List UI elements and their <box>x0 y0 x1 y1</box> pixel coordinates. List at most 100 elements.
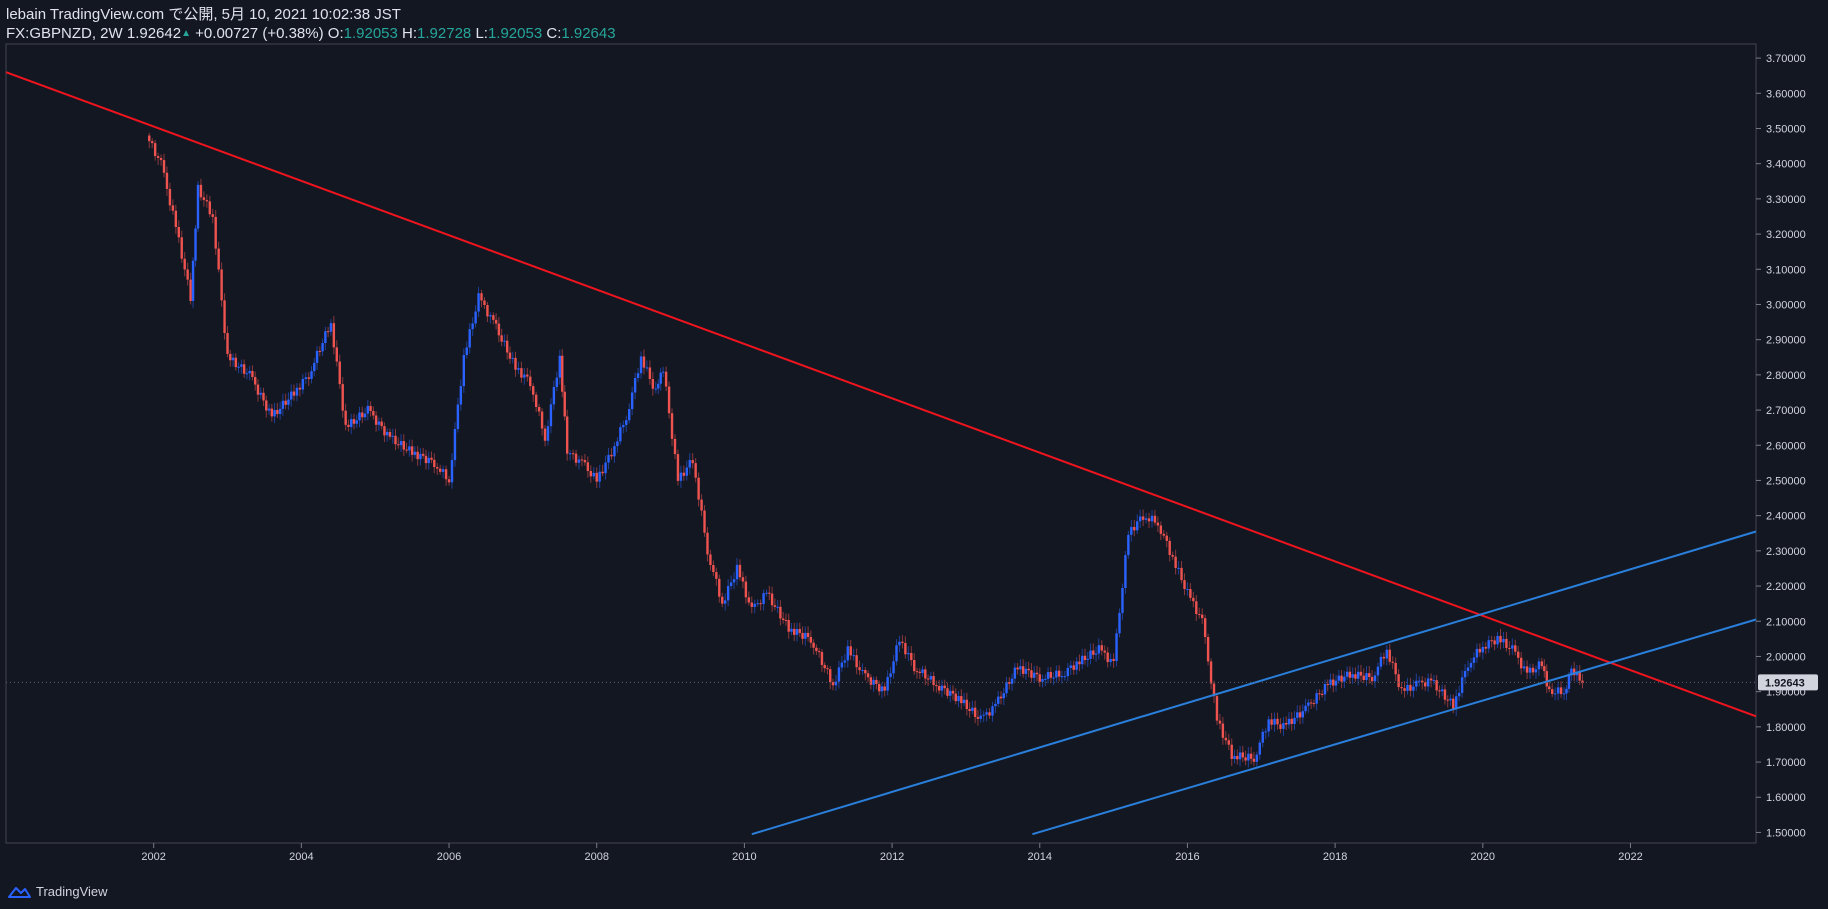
x-tick-label: 2008 <box>584 851 608 863</box>
candle-down <box>1195 601 1198 615</box>
candle-up <box>982 714 985 716</box>
candle-down <box>424 455 428 464</box>
candle-up <box>324 331 327 344</box>
candle-down <box>673 438 677 455</box>
candle-up <box>1177 567 1180 569</box>
candle-down <box>229 353 232 361</box>
candle-up <box>441 469 445 472</box>
candle-down <box>1162 533 1166 536</box>
tradingview-logo[interactable]: TradingView <box>6 884 108 899</box>
candle-up <box>1293 717 1296 724</box>
candle-up <box>1528 667 1532 673</box>
candle-up <box>1255 754 1259 762</box>
candle-up <box>1449 698 1452 701</box>
time-axis[interactable]: 2002 2004 2006 2008 2010 2012 2014 2016 2018 2020… <box>141 843 1643 863</box>
candle-up <box>1124 555 1127 588</box>
candle-down <box>694 463 697 478</box>
candle-down <box>1452 698 1455 709</box>
candle-down <box>747 597 751 603</box>
candle-down <box>1359 671 1363 676</box>
candle-down <box>234 357 238 368</box>
candle-down <box>361 412 364 418</box>
candle-down <box>508 352 512 359</box>
candle-down <box>849 646 852 656</box>
candle-down <box>276 409 279 415</box>
candle-down <box>768 592 771 594</box>
candle-down <box>307 377 310 379</box>
candle-up <box>1466 667 1470 671</box>
candle-up <box>259 392 262 395</box>
candle-down <box>877 683 881 692</box>
candle-up <box>1534 669 1538 673</box>
candle-up <box>1315 693 1318 704</box>
candle-down <box>242 364 246 374</box>
candle-up <box>427 457 430 464</box>
candle-up <box>657 383 660 389</box>
candle-down <box>318 350 322 352</box>
candle-down <box>595 472 598 482</box>
candle-up <box>776 606 779 608</box>
candle-up <box>503 340 506 342</box>
candle-up <box>194 228 197 261</box>
candle-up <box>889 673 892 677</box>
candle-down <box>1478 648 1482 653</box>
price-axis[interactable]: 1.500001.600001.700001.800001.900002.000… <box>1756 53 1806 839</box>
candle-down <box>904 643 907 655</box>
candle-up <box>1138 516 1142 522</box>
candle-down <box>256 384 260 395</box>
candle-down <box>332 323 336 348</box>
candle-up <box>1301 711 1305 718</box>
candle-down <box>1241 752 1245 758</box>
candle-up <box>1010 678 1014 684</box>
candle-down <box>338 361 341 385</box>
candle-up <box>1522 666 1526 669</box>
candle-down <box>540 411 544 429</box>
candle-down <box>809 636 813 643</box>
candle-up <box>304 377 307 379</box>
candle-up <box>329 323 333 332</box>
candle-down <box>968 709 971 711</box>
candle-up <box>756 603 759 605</box>
candle-down <box>812 642 815 648</box>
candle-up <box>1097 645 1101 654</box>
candle-up <box>971 707 974 711</box>
candle-up <box>1511 645 1514 649</box>
candle-down <box>866 673 870 678</box>
x-tick-label: 2014 <box>1028 851 1052 863</box>
current-price-badge <box>1758 674 1818 691</box>
candle-up <box>592 472 595 477</box>
candle-up <box>834 681 838 686</box>
candle-down <box>709 554 712 566</box>
ohlc-line: FX:GBPNZD, 2W 1.92642▲ +0.00727 (+0.38%)… <box>6 24 616 43</box>
candle-down <box>214 216 217 249</box>
candle-down <box>965 699 969 710</box>
candle-down <box>405 449 408 451</box>
candle-up <box>762 593 765 604</box>
candle-down <box>1100 645 1103 651</box>
candle-down <box>1545 671 1548 687</box>
candle-up <box>1238 752 1242 760</box>
candle-down <box>1209 661 1213 684</box>
candle-up <box>549 404 553 427</box>
candle-down <box>1147 518 1151 522</box>
candle-up <box>659 372 662 384</box>
candle-down <box>520 368 523 378</box>
candle-down <box>326 331 330 333</box>
candle-down <box>1312 703 1316 705</box>
y-tick-label: 1.60000 <box>1766 792 1806 804</box>
candle-down <box>199 184 203 198</box>
candle-down <box>1514 645 1517 652</box>
x-tick-label: 2020 <box>1471 851 1495 863</box>
candle-down <box>223 300 226 334</box>
candle-down <box>855 655 858 668</box>
candle-down <box>910 652 913 660</box>
candle-up <box>465 347 468 356</box>
candle-up <box>281 400 285 409</box>
candle-up <box>957 696 960 702</box>
candle-up <box>1287 718 1291 725</box>
channel-trendline <box>1032 618 1757 836</box>
candle-down <box>500 335 503 342</box>
candle-down <box>858 667 861 671</box>
candle-down <box>642 356 646 368</box>
